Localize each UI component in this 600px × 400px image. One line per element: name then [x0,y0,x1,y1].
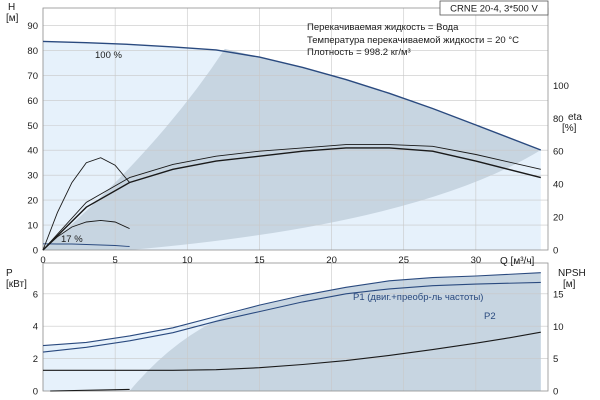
head-tick-label: 10 [27,221,38,232]
p1-series-label: P1 (двиг.+преобр-ль частоты) [353,292,483,303]
x-tick-label: 30 [471,255,482,266]
head-tick-label: 70 [27,71,38,82]
head-tick-label: 60 [27,96,38,107]
head-tick-label: 80 [27,46,38,57]
speed-100-label: 100 % [95,50,122,61]
eta-tick-label: 60 [553,147,564,158]
head-tick-label: 20 [27,196,38,207]
eta-tick-label: 40 [553,180,564,191]
npsh-curve [43,331,541,371]
head-17-curve [42,243,130,247]
x-tick-label: 5 [112,255,117,266]
bottom-plot-frame [42,262,549,392]
head-100-curve [42,40,542,151]
chart-title: CRNE 20-4, 3*500 V [450,4,538,15]
efficiency-curve [42,147,541,251]
head-tick-label: 50 [27,121,38,132]
power-area-dark [129,272,541,391]
aux-curve-curve [42,157,130,251]
efficiency-17-curve [42,219,130,251]
npsh-tick-label: 10 [553,322,564,333]
power-curve [42,281,541,353]
head-tick-label: 40 [27,146,38,157]
operating-range-shading-top [43,41,541,251]
title-box [439,0,549,16]
head-tick-label: 90 [27,21,38,32]
power-tick-label: 6 [33,289,38,300]
x-tick-label: 15 [254,255,265,266]
npsh-axis-unit: [м] [563,279,576,290]
npsh-tick-label: 0 [553,387,558,398]
x-tick-label: 25 [398,255,409,266]
operating-area-dark [43,48,541,250]
info-line-density: Плотность = 998.2 кг/м³ [307,47,411,58]
power-axis-unit: [кВт] [6,279,27,290]
npsh-tick-label: 5 [553,354,558,365]
power-axis-label: P [6,268,13,279]
info-line-temperature: Температура перекачиваемой жидкости = 20… [307,35,519,46]
x-tick-label: 0 [40,255,45,266]
eta-tick-label: 100 [553,81,569,92]
tick-labels: 0 5 10 15 20 25 300102030405060708090020406080… [27,21,568,398]
power-tick-label: 0 [33,387,38,398]
chart-curves [42,40,542,392]
top-plot-frame [42,7,549,251]
flow-axis-label: Q [м³/ч] [500,256,535,267]
speed-17-label: 17 % [61,234,83,245]
head-tick-label: 0 [33,246,38,257]
eta-tick-label: 20 [553,213,564,224]
efficiency-2-curve [42,144,541,251]
head-tick-label: 30 [27,171,38,182]
eta-axis-label: eta [568,112,582,123]
info-line-liquid: Перекачиваемая жидкость = Вода [307,22,459,33]
npsh-axis-label: NPSH [558,268,586,279]
p2-series-label: P2 [484,311,496,322]
eta-axis-unit: [%] [562,123,577,134]
power-tick-label: 2 [33,354,38,365]
head-axis-label: H [8,2,15,13]
eta-tick-label: 80 [553,114,564,125]
power-tick-label: 4 [33,322,38,333]
head-axis-unit: [м] [6,13,19,24]
power-curve [42,272,541,347]
operating-range-shading-bottom [43,272,541,391]
x-tick-label: 10 [182,255,193,266]
p1-17-curve [50,388,130,392]
eta-tick-label: 0 [553,246,558,257]
npsh-tick-label: 15 [553,290,564,301]
x-tick-label: 20 [326,255,337,266]
